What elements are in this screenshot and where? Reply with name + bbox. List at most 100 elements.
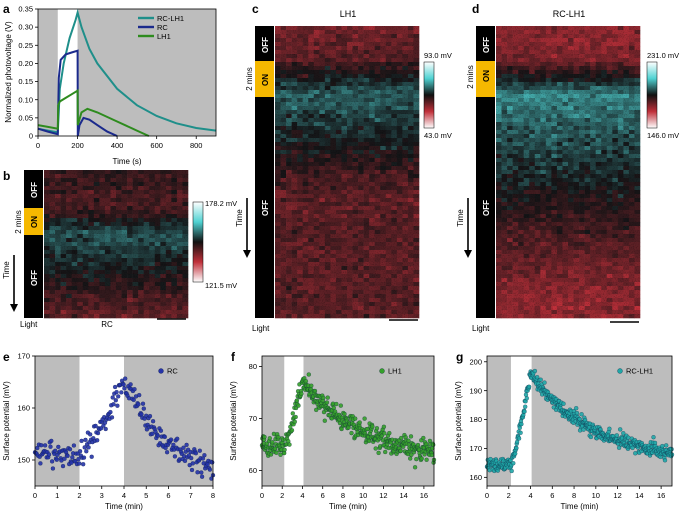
data-point: [81, 462, 86, 467]
x-tick-label: 600: [150, 141, 163, 150]
data-point: [128, 382, 133, 387]
panel-a-frame: [37, 8, 217, 137]
data-point: [77, 461, 82, 466]
data-point: [111, 402, 116, 407]
data-point: [53, 448, 58, 453]
legend-rclh1: RC-LH1: [157, 14, 184, 23]
data-point: [77, 449, 83, 454]
panel-c-potential-map: [275, 26, 420, 319]
panel-c-off-top: OFF: [261, 37, 270, 53]
data-point: [83, 437, 88, 443]
panel-a-series: [37, 8, 217, 137]
data-point: [65, 453, 70, 459]
data-point: [131, 397, 136, 403]
data-point: [122, 386, 127, 391]
panel-b-potential-map: [44, 170, 189, 319]
panel-c-time-arrowhead: [243, 250, 251, 258]
panel-c-light-label: Light: [252, 324, 270, 333]
data-point: [113, 398, 118, 403]
data-point: [121, 382, 126, 387]
panel-e-letter: e: [3, 350, 10, 364]
panel-b-light-on-segment: [24, 208, 43, 235]
data-point: [132, 387, 137, 392]
data-point: [123, 376, 128, 381]
data-point: [79, 438, 84, 444]
data-point: [109, 415, 115, 420]
panel-d-light-bar: [476, 26, 495, 318]
panel-c-colorbar: [423, 61, 435, 129]
panel-c-duration: 2 mins: [245, 67, 254, 91]
data-point: [49, 438, 54, 444]
panel-b-off-top: OFF: [30, 182, 39, 198]
panel-d: d RC-LH1 OFF ON OFF 2 mins Time Light 23…: [456, 2, 679, 333]
panel-c-colorbar-min: 43.0 mV: [424, 131, 452, 140]
panel-d-light-label: Light: [472, 324, 490, 333]
panel-d-off-top: OFF: [482, 37, 491, 53]
y-tick-label: 0.05: [18, 113, 33, 122]
panel-d-light-on-segment: [476, 61, 495, 97]
panel-b-colorbar-min: 121.5 mV: [205, 281, 237, 290]
panel-c-light-bar: [255, 26, 274, 318]
data-point: [49, 459, 55, 464]
panel-d-colorbar: [646, 61, 658, 129]
y-tick-label: 0.25: [18, 41, 33, 50]
x-tick-label: 200: [71, 141, 84, 150]
panel-d-title: RC-LH1: [553, 9, 586, 19]
data-point: [98, 426, 104, 431]
panel-c-time-label: Time: [235, 209, 244, 227]
panel-a-ylabel: Normalized photovoltage (V): [4, 21, 13, 123]
data-point: [136, 402, 141, 407]
data-point: [60, 463, 66, 469]
data-point: [119, 390, 124, 395]
panel-b-colorbar-max: 178.2 mV: [205, 199, 237, 208]
data-point: [116, 394, 121, 399]
data-point: [62, 456, 67, 461]
panel-c-colorbar-max: 93.0 mV: [424, 51, 452, 60]
panel-b-letter: b: [3, 169, 10, 183]
panel-b-colorbar: [192, 201, 204, 283]
data-point: [81, 455, 87, 460]
panel-a-axes: 0 200 400 600 80000.050.100.150.200.250.300.…: [18, 5, 202, 150]
y-tick-label: 0.20: [18, 59, 33, 68]
map-texture: [275, 26, 419, 318]
data-point: [115, 403, 120, 408]
panel-c: c LH1 OFF ON OFF 2 mins Time Light 93.0 …: [235, 2, 452, 333]
panel-a-letter: a: [3, 2, 10, 16]
data-point: [88, 432, 93, 437]
data-point: [95, 430, 101, 436]
data-point: [38, 461, 43, 466]
x-tick-label: 0: [36, 141, 40, 150]
y-tick-label: 0.10: [18, 95, 33, 104]
panel-c-letter: c: [252, 2, 259, 16]
panel-b-light-label: Light: [20, 320, 38, 329]
panel-b: b OFF ON OFF 2 mins Time Light RC 178.2 …: [2, 169, 237, 329]
data-point: [93, 423, 98, 429]
data-point: [89, 454, 94, 459]
data-point: [84, 449, 89, 454]
map-texture: [496, 26, 640, 318]
x-tick-label: 800: [190, 141, 203, 150]
y-tick-label: 0.15: [18, 77, 33, 86]
data-point: [46, 452, 52, 457]
panel-b-time-label: Time: [2, 261, 11, 279]
data-point: [114, 389, 119, 395]
panel-d-letter: d: [472, 2, 479, 16]
panel-d-duration: 2 mins: [466, 65, 475, 89]
data-point: [71, 443, 77, 448]
panel-d-colorbar-min: 146.0 mV: [647, 131, 679, 140]
data-point: [95, 438, 100, 443]
y-tick-label: 0.30: [18, 23, 33, 32]
data-point: [108, 409, 113, 415]
panel-d-time-label: Time: [456, 209, 465, 227]
panel-c-off-bottom: OFF: [261, 200, 270, 216]
data-point: [54, 457, 59, 462]
panel-d-colorbar-max: 231.0 mV: [647, 51, 679, 60]
data-point: [110, 395, 115, 400]
panel-d-on: ON: [482, 70, 491, 82]
panel-b-light-bar: [24, 170, 43, 318]
panel-d-time-arrowhead: [464, 250, 472, 258]
legend-lh1: LH1: [157, 32, 171, 41]
panel-d-potential-map: [496, 26, 641, 319]
